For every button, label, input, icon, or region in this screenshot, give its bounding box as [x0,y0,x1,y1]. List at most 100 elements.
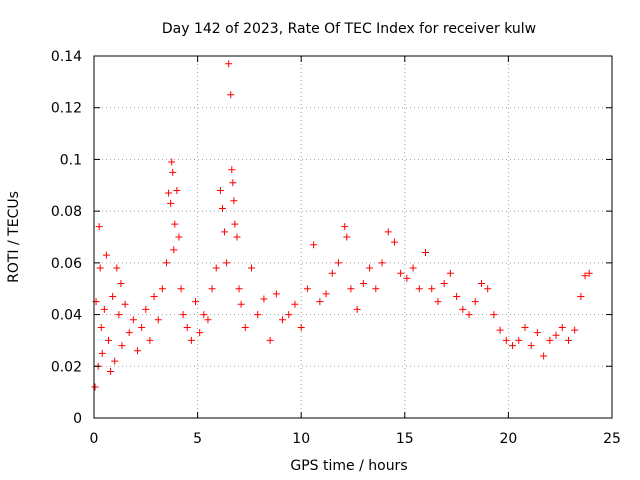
y-tick-label: 0.12 [51,101,82,117]
roti-point [183,324,191,331]
roti-point [558,324,566,331]
roti-point [585,269,593,277]
roti-point [171,220,179,228]
x-tick-label: 25 [603,431,621,447]
roti-point [279,316,287,324]
roti-point [221,228,229,236]
roti-point [125,329,133,337]
roti-point [154,316,162,324]
roti-point [138,324,146,331]
roti-point [231,220,239,228]
roti-point [102,251,110,259]
roti-point [571,326,579,334]
roti-point [170,246,178,254]
roti-point [111,357,119,365]
roti-point [233,233,241,241]
roti-point [175,233,183,241]
roti-point [260,295,268,303]
roti-point [95,223,103,231]
roti-point [216,186,224,194]
roti-point [384,228,392,236]
roti-point [163,259,171,267]
roti-point [228,166,236,174]
roti-point [415,285,423,293]
roti-point [100,305,108,313]
roti-point [434,298,442,306]
roti-point [316,298,324,306]
plot-frame [93,55,613,419]
axis-ticks: 0 5 10 15 20 25 0 0.02 0.04 0.06 0.08 0.1 0.12 0.14 [51,49,621,447]
roti-point [212,264,220,272]
roti-point [196,329,204,337]
roti-point [378,259,386,267]
roti-point [471,298,479,306]
roti-point [428,285,436,293]
roti-point [328,269,336,277]
roti-point [113,264,121,272]
roti-point [168,158,176,166]
roti-point [96,264,104,272]
y-tick-label: 0.06 [51,256,82,272]
roti-point [546,336,554,344]
roti-point [564,336,572,344]
roti-point [129,316,137,324]
roti-point [241,324,249,331]
roti-point [490,311,498,319]
roti-point [403,274,411,282]
roti-point [223,259,231,267]
roti-point [200,311,208,319]
roti-point [169,168,177,176]
y-axis-label: ROTI / TECUs [6,191,22,283]
y-tick-label: 0.04 [51,308,82,324]
roti-point [310,241,318,249]
roti-point [322,290,330,298]
x-tick-label: 0 [90,431,99,447]
roti-point [158,285,166,293]
roti-point [150,292,158,300]
roti-point [229,179,237,187]
x-tick-label: 5 [193,431,202,447]
y-tick-label: 0.08 [51,204,82,220]
roti-point [422,249,430,257]
roti-point [105,336,113,344]
roti-point [515,336,523,344]
roti-point [227,91,235,99]
roti-point [165,189,173,197]
x-tick-label: 10 [292,431,310,447]
roti-point [167,199,175,207]
y-tick-label: 0.1 [60,152,82,168]
roti-point [347,285,355,293]
roti-point [465,311,473,319]
roti-point [334,259,342,267]
data-points [91,60,593,391]
x-tick-label: 15 [396,431,414,447]
roti-point [98,349,106,357]
roti-point [484,285,492,293]
roti-point [208,285,216,293]
roti-point [91,383,99,391]
roti-point [187,336,195,344]
roti-point [459,305,467,313]
roti-point [218,205,226,213]
roti-point [453,292,461,300]
roti-point [97,324,105,331]
roti-point [121,300,129,308]
roti-point [353,305,361,313]
roti-point [581,272,589,280]
roti-point [552,331,560,339]
roti-point [446,269,454,277]
roti-point [397,269,405,277]
roti-point [142,305,150,313]
roti-point [521,324,529,331]
roti-point [359,280,367,288]
roti-point [577,292,585,300]
roti-point [366,264,374,272]
grid-layer [94,56,612,418]
roti-point [179,311,187,319]
roti-point [247,264,255,272]
roti-point [237,300,245,308]
chart-title: Day 142 of 2023, Rate Of TEC Index for r… [162,21,536,37]
roti-point [297,324,305,331]
roti-point [146,336,154,344]
